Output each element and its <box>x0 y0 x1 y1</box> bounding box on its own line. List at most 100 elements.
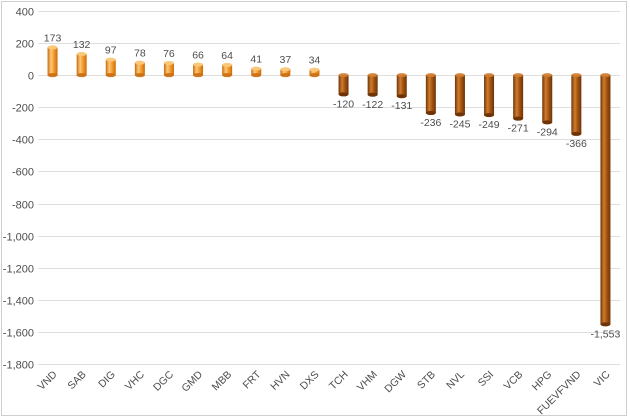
y-tick-label: -800 <box>12 200 34 212</box>
bar-base <box>47 73 58 78</box>
bar <box>105 59 116 76</box>
bar-cap <box>222 62 233 67</box>
bar-cap <box>105 57 116 62</box>
bar-cap <box>47 45 58 50</box>
data-label: -131 <box>391 100 412 112</box>
bar-cap <box>338 92 349 97</box>
bar-cap <box>425 111 436 116</box>
bar-cap <box>134 60 145 65</box>
data-label: -1,553 <box>591 328 621 340</box>
bar-base <box>251 73 262 78</box>
y-tick-label: -1,000 <box>3 232 34 244</box>
bars <box>47 45 611 327</box>
data-label: -122 <box>362 99 383 111</box>
x-tick-label: HPG <box>530 369 555 394</box>
y-tick-label: 0 <box>28 71 34 83</box>
data-label: -294 <box>537 126 558 138</box>
bar <box>309 69 320 76</box>
data-label: 41 <box>250 54 262 66</box>
y-tick-label: -400 <box>12 135 34 147</box>
y-tick-label: -1,400 <box>3 296 34 308</box>
data-label: 97 <box>105 45 117 57</box>
bar-base <box>484 73 495 78</box>
x-tick-label: DGC <box>151 368 176 393</box>
bar-base <box>280 73 291 78</box>
data-label: 37 <box>280 54 292 66</box>
x-tick-label: TCH <box>327 369 351 393</box>
x-tick-label: DIG <box>96 369 118 391</box>
bar-cap <box>396 94 407 99</box>
bar <box>367 75 378 95</box>
bar-cap <box>571 131 582 136</box>
x-tick-label: GMD <box>179 368 205 394</box>
bar-base <box>222 73 233 78</box>
bar-cap <box>309 67 320 72</box>
bar <box>251 68 262 76</box>
y-tick-label: -200 <box>12 103 34 115</box>
bar <box>163 62 174 76</box>
bar <box>571 75 582 134</box>
data-label: -236 <box>420 117 441 129</box>
bar <box>454 75 465 115</box>
bar-base <box>396 73 407 78</box>
bar-base <box>105 73 116 78</box>
data-label: 64 <box>221 50 233 62</box>
bar <box>76 54 87 76</box>
data-label: 78 <box>134 48 146 60</box>
x-tick-label: VIC <box>592 368 613 389</box>
bar-base <box>134 73 145 78</box>
bar <box>542 75 553 123</box>
data-label: 76 <box>163 48 175 60</box>
grid-layer <box>38 11 620 365</box>
bar <box>193 64 204 76</box>
data-labels: 173 132 97 78 76 66 64 41 37 34 -120 -122 -131 -236 -2… <box>44 32 621 340</box>
y-tick-label: -1,200 <box>3 264 34 276</box>
x-tick-label: VCB <box>502 369 526 393</box>
bar-base <box>600 73 611 78</box>
x-tick-label: VND <box>36 368 60 392</box>
bar-cap <box>600 322 611 327</box>
x-tick-label: MBB <box>210 369 235 394</box>
bar-cap <box>163 60 174 65</box>
bar-cap <box>513 116 524 121</box>
bar-base <box>571 73 582 78</box>
bar-base <box>454 73 465 78</box>
x-axis: VND SAB DIG VHC DGC GMD MBB FRT HVN DXS TCH VHM DGW S… <box>36 368 613 417</box>
bar-cap <box>280 67 291 72</box>
data-label: -245 <box>449 118 470 130</box>
bar-cap <box>542 120 553 125</box>
data-label: 132 <box>73 39 91 51</box>
bar-cap <box>454 112 465 117</box>
y-axis: 400 200 0 -200 -400 -600 -800 -1,000 -1,200 -1,40… <box>3 7 34 372</box>
bar <box>222 64 233 76</box>
x-tick-label: SSI <box>476 369 496 389</box>
x-tick-label: HVN <box>268 369 292 393</box>
x-tick-label: NVL <box>444 369 467 392</box>
bar-cap <box>251 66 262 71</box>
bar <box>396 75 407 97</box>
bar <box>47 47 58 76</box>
y-tick-label: -600 <box>12 167 34 179</box>
bar <box>280 69 291 76</box>
bar <box>600 75 611 325</box>
y-tick-label: 400 <box>16 7 34 19</box>
x-tick-label: DGW <box>382 369 409 396</box>
bar-base <box>367 73 378 78</box>
data-label: 66 <box>192 50 204 62</box>
bar-base <box>309 73 320 78</box>
bar-base <box>542 73 553 78</box>
data-label: -120 <box>333 98 354 110</box>
bar-base <box>338 73 349 78</box>
y-tick-label: -1,800 <box>3 360 34 372</box>
data-label: -271 <box>508 123 529 135</box>
x-tick-label: DXS <box>298 369 322 393</box>
bar-cap <box>484 113 495 118</box>
bar-base <box>513 73 524 78</box>
bar <box>425 75 436 114</box>
x-tick-label: SAB <box>65 369 88 392</box>
x-tick-label: STB <box>415 369 438 392</box>
bar <box>513 75 524 119</box>
bar-base <box>193 73 204 78</box>
y-tick-label: -1,600 <box>3 328 34 340</box>
